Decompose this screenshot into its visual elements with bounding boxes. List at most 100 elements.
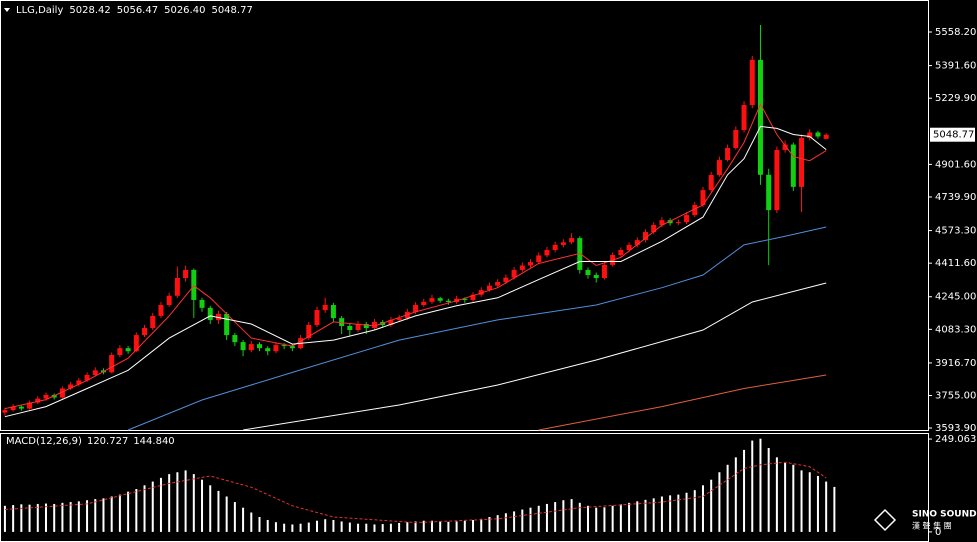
histogram-bar: [225, 496, 228, 532]
histogram-bar: [143, 485, 146, 532]
candle-body: [92, 370, 98, 375]
y-tick-label: 249.063: [935, 434, 976, 445]
histogram-bar: [685, 492, 688, 532]
histogram-bar: [3, 505, 6, 532]
candle-body: [651, 224, 657, 233]
y-tick-label: 4573.30: [935, 226, 976, 237]
histogram-bar: [784, 462, 787, 532]
menu-arrow: [4, 8, 10, 12]
histogram-bar: [176, 472, 179, 532]
macd-readout: 120.727: [87, 436, 128, 447]
price-label: 5048.77: [933, 130, 974, 141]
title-value: 5056.47: [117, 5, 158, 16]
candle-body: [445, 300, 451, 302]
histogram-bar: [677, 494, 680, 532]
logo-icon: [873, 508, 897, 532]
histogram-bar: [463, 520, 466, 532]
histogram-bar: [496, 515, 499, 532]
candle-body: [207, 307, 213, 320]
candle-body: [437, 298, 443, 301]
candle-body: [109, 355, 115, 373]
candle-body: [133, 335, 139, 352]
main-frame: [0, 0, 929, 431]
candle-body: [289, 346, 295, 349]
y-tick-label: 4411.60: [935, 258, 976, 269]
title-value: 5028.42: [69, 5, 110, 16]
candle-body: [675, 222, 681, 224]
candle-body: [142, 327, 148, 336]
candle-body: [2, 410, 8, 413]
candle-body: [388, 319, 394, 325]
candle-body: [166, 295, 172, 306]
candle-body: [708, 174, 714, 191]
histogram-bar: [315, 520, 318, 532]
histogram-bar: [86, 500, 89, 532]
histogram-bar: [578, 502, 581, 532]
histogram-bar: [53, 503, 56, 532]
histogram-bar: [135, 489, 138, 532]
histogram-bar: [611, 505, 614, 532]
macd-title: MACD(12,26,9) 120.727 144.840: [6, 436, 175, 447]
histogram-bar: [168, 474, 171, 532]
candle-body: [757, 59, 763, 175]
candle-body: [265, 348, 271, 352]
histogram-bar: [488, 516, 491, 532]
candle-body: [224, 313, 230, 336]
candle-body: [281, 345, 287, 347]
candle-body: [782, 144, 788, 150]
y-tick-label: 0: [935, 527, 941, 538]
logo-sub: 漢 聲 集 團: [912, 521, 952, 531]
candle-body: [634, 240, 640, 245]
candle-body: [183, 269, 189, 278]
histogram-bar: [110, 496, 113, 532]
histogram-bar: [710, 479, 713, 532]
histogram-bar: [652, 498, 655, 532]
histogram-bar: [348, 522, 351, 532]
candle-body: [347, 325, 353, 331]
macd-readout: 144.840: [133, 436, 174, 447]
candle-body: [27, 402, 33, 409]
candle-body: [659, 220, 665, 225]
histogram-bar: [545, 503, 548, 532]
candle-body: [478, 290, 484, 295]
candle-body: [232, 335, 238, 343]
histogram-bar: [332, 519, 335, 532]
histogram-bar: [693, 490, 696, 532]
y-tick-label: 5558.20: [935, 27, 976, 38]
histogram-bar: [201, 479, 204, 532]
candle-body: [355, 323, 361, 331]
histogram-bar: [61, 502, 64, 532]
histogram-bar: [554, 502, 557, 532]
histogram-bar: [660, 496, 663, 532]
candle-body: [174, 277, 180, 296]
histogram-bar: [94, 499, 97, 532]
candle-body: [511, 269, 517, 278]
candle-body: [322, 305, 328, 311]
candle-body: [766, 174, 772, 211]
candle-body: [593, 274, 599, 278]
histogram-bar: [455, 521, 458, 532]
candle-body: [815, 132, 821, 137]
histogram-bar: [767, 448, 770, 532]
histogram-bar: [833, 486, 836, 532]
candle-body: [774, 149, 780, 211]
histogram-bar: [102, 498, 105, 532]
candle-body: [519, 265, 525, 270]
histogram-bar: [775, 457, 778, 532]
candle-body: [749, 59, 755, 106]
candle-body: [684, 215, 690, 223]
candle-body: [306, 324, 312, 339]
histogram-bar: [644, 499, 647, 532]
histogram-bar: [233, 502, 236, 532]
candle-body: [552, 244, 558, 250]
histogram-bar: [36, 503, 39, 532]
histogram-bar: [77, 501, 80, 532]
candle-body: [486, 285, 492, 291]
candle-body: [330, 305, 336, 319]
logo-name: SINO SOUND: [912, 510, 977, 520]
histogram-bar: [209, 485, 212, 532]
histogram-bar: [726, 464, 729, 532]
histogram-bar: [595, 507, 598, 532]
histogram-bar: [340, 521, 343, 532]
